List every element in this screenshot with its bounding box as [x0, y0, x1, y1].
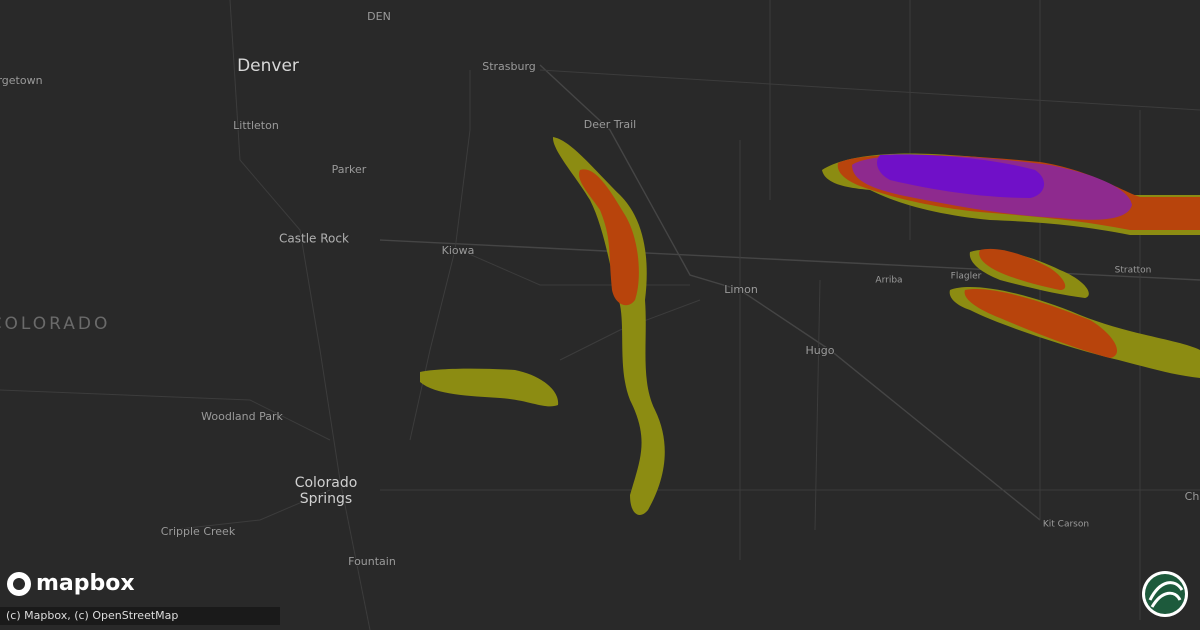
hail-swaths [420, 137, 1200, 515]
mapbox-logo[interactable]: mapbox [7, 571, 135, 596]
attribution[interactable]: (c) Mapbox, (c) OpenStreetMap [6, 609, 178, 622]
region-label: COLORADO [0, 314, 110, 334]
place-label: Parker [332, 163, 367, 176]
city-label: Denver [237, 56, 299, 76]
city-label: Springs [300, 491, 352, 507]
labels: COLORADO Denver DEN rgetown Littleton Pa… [0, 9, 1200, 569]
place-label: Castle Rock [279, 232, 349, 246]
place-label: Deer Trail [584, 118, 637, 131]
place-label: Cripple Creek [161, 525, 236, 538]
place-label: Kiowa [442, 244, 475, 257]
place-label: Hugo [806, 344, 835, 357]
city-label: Colorado [295, 475, 358, 491]
place-label: Kit Carson [1043, 520, 1089, 530]
site-badge[interactable] [1142, 571, 1188, 617]
place-label: Woodland Park [201, 410, 283, 423]
hail-swath [579, 169, 639, 306]
place-label: Arriba [875, 276, 902, 286]
logo-text: mapbox [36, 571, 135, 596]
place-label: rgetown [0, 74, 43, 87]
logo-icon [13, 578, 25, 590]
place-label: Stratton [1115, 266, 1152, 276]
badge-icon [1148, 581, 1184, 608]
place-label: Ch [1185, 490, 1200, 503]
hail-swath [964, 289, 1118, 358]
place-label: Strasburg [482, 60, 536, 73]
place-label: Limon [724, 283, 758, 296]
attribution-bar [0, 607, 280, 625]
hail-swath [877, 154, 1045, 198]
hail-swath [979, 248, 1066, 290]
airport-label: DEN [367, 10, 391, 23]
place-label: Fountain [348, 555, 396, 568]
hail-swath [552, 137, 665, 515]
place-label: Littleton [233, 119, 279, 132]
hail-swath [420, 368, 559, 407]
place-label: Flagler [951, 272, 982, 282]
